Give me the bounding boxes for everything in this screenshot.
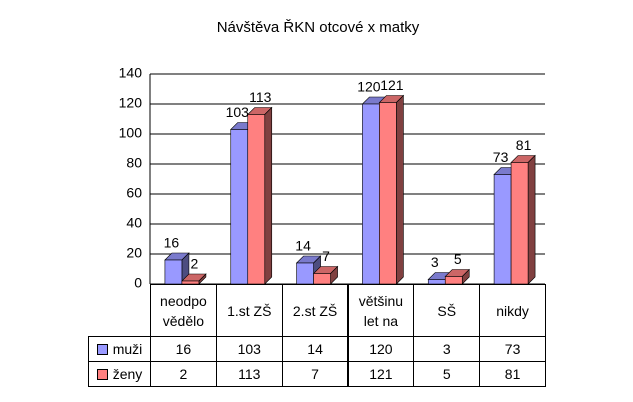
y-tick-label: 20 bbox=[126, 245, 142, 261]
bar-front bbox=[164, 259, 183, 285]
bar-front bbox=[493, 174, 512, 285]
value-label: 2 bbox=[191, 256, 199, 272]
bar-front bbox=[362, 103, 380, 285]
value-label: 5 bbox=[454, 251, 462, 267]
y-tick-label: 40 bbox=[126, 215, 142, 231]
value-label: 121 bbox=[380, 77, 404, 93]
table-value: 5 bbox=[413, 361, 481, 387]
legend-key bbox=[96, 343, 108, 355]
legend-label: muži bbox=[112, 341, 143, 357]
bar-front bbox=[313, 273, 331, 285]
y-tick-label: 120 bbox=[119, 95, 143, 111]
value-label: 7 bbox=[322, 248, 330, 264]
table-category: 2.st ZŠ bbox=[281, 284, 349, 337]
y-tick-label: 60 bbox=[126, 185, 142, 201]
bar-front bbox=[510, 162, 529, 285]
bar bbox=[247, 106, 273, 285]
y-tick-label: 100 bbox=[119, 125, 143, 141]
table-category: 1.st ZŠ bbox=[215, 284, 283, 337]
legend-entry: muži bbox=[88, 336, 151, 362]
table-value: 7 bbox=[281, 361, 349, 387]
bar-side bbox=[527, 154, 536, 285]
bar-front bbox=[444, 276, 463, 285]
value-label: 120 bbox=[357, 79, 381, 95]
bar-side bbox=[396, 94, 404, 285]
table-value: 121 bbox=[347, 361, 415, 387]
legend-key bbox=[96, 368, 108, 380]
chart-title: Návštěva ŘKN otcové x matky bbox=[217, 19, 420, 36]
value-label: 103 bbox=[226, 104, 250, 120]
value-label: 16 bbox=[164, 235, 180, 251]
legend-entry: ženy bbox=[88, 361, 151, 387]
legend-label: ženy bbox=[112, 366, 143, 382]
bar bbox=[164, 252, 190, 285]
table-category: nikdy bbox=[479, 284, 546, 337]
table-value: 73 bbox=[479, 336, 546, 362]
table-value: 14 bbox=[281, 336, 349, 362]
value-label: 113 bbox=[249, 89, 272, 105]
value-label: 81 bbox=[516, 137, 532, 153]
value-label: 14 bbox=[295, 238, 311, 254]
bar bbox=[510, 154, 536, 285]
bar-front bbox=[379, 102, 397, 285]
y-tick-label: 140 bbox=[119, 65, 143, 81]
bar-front bbox=[296, 262, 314, 285]
bar-side bbox=[264, 106, 273, 285]
table-value: 103 bbox=[215, 336, 283, 362]
table-value: 113 bbox=[215, 361, 283, 387]
y-tick-label: 0 bbox=[134, 275, 142, 291]
bar bbox=[378, 94, 405, 285]
bar bbox=[444, 268, 470, 285]
table-value: 120 bbox=[347, 336, 415, 362]
bar bbox=[312, 265, 339, 285]
value-label: 73 bbox=[493, 149, 509, 165]
y-tick-label: 80 bbox=[126, 155, 142, 171]
table-value: 3 bbox=[413, 336, 481, 362]
table-category: neodpo vědělo bbox=[150, 284, 217, 337]
value-label: 3 bbox=[431, 254, 439, 270]
table-category: SŠ bbox=[413, 284, 481, 337]
table-category: většinu let na bbox=[347, 284, 415, 337]
table-value: 2 bbox=[150, 361, 217, 387]
table-value: 16 bbox=[150, 336, 217, 362]
table-value: 81 bbox=[479, 361, 546, 387]
bar-front bbox=[247, 114, 266, 285]
bar-front bbox=[230, 129, 249, 285]
